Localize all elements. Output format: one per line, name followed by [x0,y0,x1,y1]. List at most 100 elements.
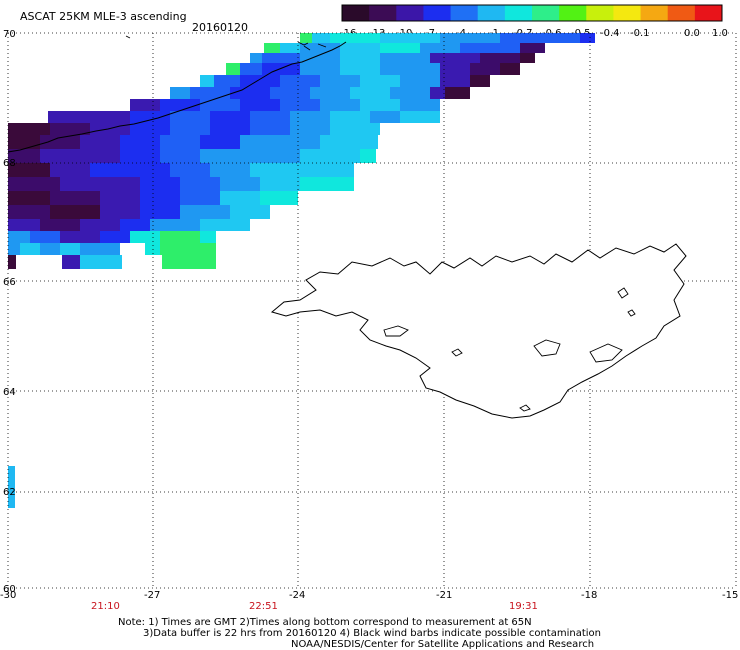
swath-cell [320,75,360,87]
note-line-1: Note: 1) Times are GMT 2)Times along bot… [118,617,532,628]
swath-cell [170,163,210,177]
swath-cell [230,87,270,99]
swath-cell [100,191,140,205]
swath-cell [500,63,520,75]
swath-cell [420,43,460,53]
swath-cell [100,177,140,191]
swath-cell [140,205,180,219]
note-line-2: 3)Data buffer is 22 hrs from 20160120 4)… [143,628,601,639]
swath-cell [130,231,160,243]
swath-cell [520,43,545,53]
swath-cell [300,177,354,191]
swath-cell [226,63,240,75]
swath-cell [50,123,90,135]
swath-cell [8,243,20,255]
iceland-outline [270,243,687,419]
colorbar-swatch [477,5,506,21]
swath-cell [170,87,190,99]
swath-cell [130,99,160,111]
swath-cell [80,149,120,163]
swath-cell [300,63,340,75]
swath-cell [340,63,380,75]
swath-cell [220,177,260,191]
swath-cell [500,33,580,43]
y-tick-label: 68 [3,158,16,169]
swath-cell [200,75,214,87]
swath-cell [480,53,520,63]
swath-cell [300,149,360,163]
lat-lon-grid [7,32,737,589]
swath-cell [8,135,40,149]
swath-cell [180,177,220,191]
swath-cell [470,75,490,87]
colorbar-label: -0.1 [630,28,650,39]
swath-cell [264,43,280,53]
swath-cell [380,33,440,43]
colorbar-swatch [667,5,696,21]
swath-cell [140,177,180,191]
swath-cell [400,111,440,123]
swath-cell [60,177,100,191]
swath-cell [440,33,500,43]
colorbar-swatch [586,5,614,21]
swath-cell [210,111,250,123]
swath-cell [90,111,130,123]
swath-cell [340,43,380,53]
swath-fragment [8,466,15,508]
swath-cell [330,33,380,43]
swath-cell [62,255,80,269]
swath-cell [8,163,50,177]
swath-cell [130,123,170,135]
swath-cell [300,43,340,53]
swath-cell [80,219,120,231]
swath-cell [60,243,80,255]
swath-cell [160,149,200,163]
swath-cell [250,149,300,163]
swath-cell [80,243,120,255]
swath-cell [200,135,240,149]
swath-cell [200,219,250,231]
x-tick-label: -21 [436,590,452,601]
swath-cell [100,205,140,219]
swath-cell [160,231,200,243]
swath-cell [150,219,200,231]
swath-cell [280,43,300,53]
swath-cell [120,219,150,231]
colorbar-label: 0.0 [684,28,700,39]
colorbar-border [341,4,723,22]
colorbar-swatch [369,5,397,21]
x-tick-label: -30 [0,590,16,601]
swath-cell [280,75,320,87]
pass-times: 21:10 22:51 19:31 [91,601,538,612]
swath-cell [8,149,40,163]
colorbar-swatch [396,5,424,21]
swath-cell [260,177,300,191]
x-tick-label: -15 [722,590,738,601]
swath-cell [220,191,260,205]
swath-cell [360,99,400,111]
swath-cell [50,205,100,219]
swath-cell [40,243,60,255]
swath-cell [312,33,330,43]
swath-cell [40,219,80,231]
swath-cell [80,255,122,269]
swath-cell [470,63,500,75]
swath-cell [580,33,595,43]
greenland-coastline [7,41,347,153]
x-tick-label: -18 [581,590,597,601]
swath-cell [520,53,535,63]
swath-cell [360,149,376,163]
swath-cell [180,205,230,219]
swath-cell [290,111,330,123]
swath-cell [270,87,310,99]
swath-cell [380,53,430,63]
colorbar-label: -0.4 [600,28,620,39]
swath-cell [380,63,440,75]
colorbar-swatch [423,5,452,21]
swath-cell [50,191,100,205]
swath-cell [20,243,40,255]
swath-cell [8,231,30,243]
swath-cell [170,111,210,123]
swath-cell [262,63,300,75]
